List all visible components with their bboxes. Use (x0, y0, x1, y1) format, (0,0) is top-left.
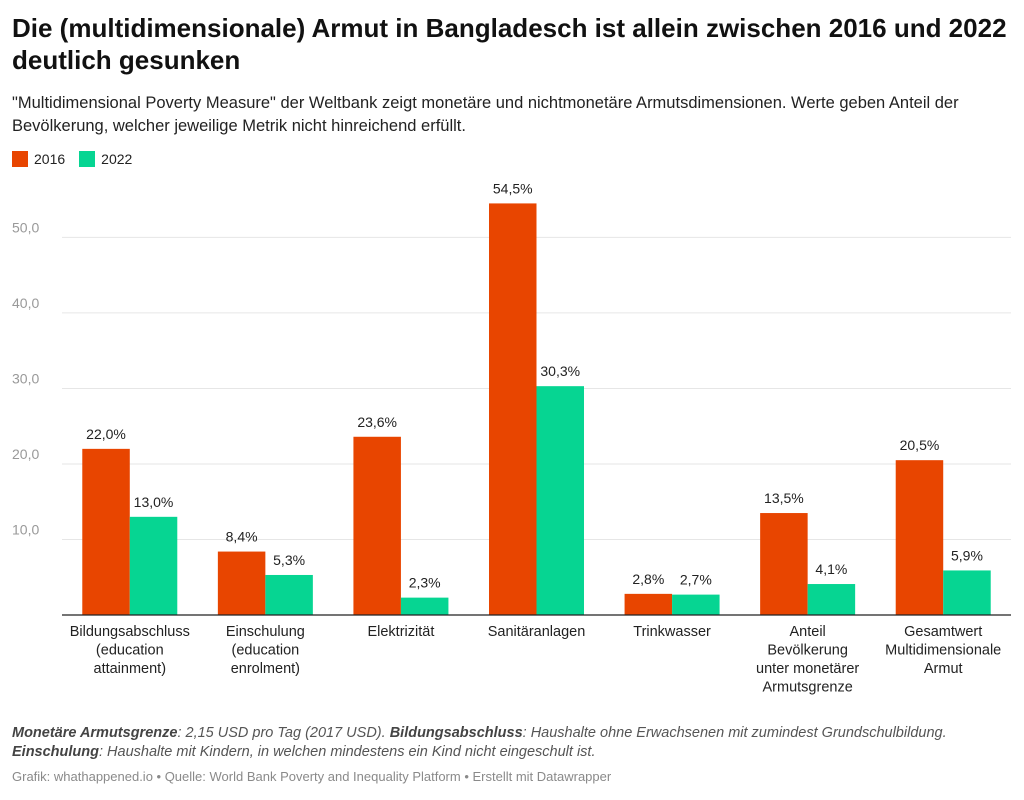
data-labels-layer: 22,0% 13,0% 8,4% 5,3% 23,6% 2,3% 54,5% 30,3% 2,8… (86, 180, 983, 590)
bar-2016 (217, 551, 266, 615)
x-tick-label-line: Armut (924, 661, 963, 677)
footnote-term: Bildungsabschluss (389, 725, 523, 741)
x-tick-label-line: Multidimensionale (885, 643, 1001, 659)
legend-swatch-2016 (12, 151, 28, 167)
footnote-text: : 2,15 USD pro Tag (2017 USD). (177, 725, 390, 741)
bar-chart: 10,020,030,040,050,0 22,0%13,0%8,4%5,3%2… (12, 180, 1011, 696)
bar-2022 (943, 570, 991, 615)
data-label-2022: 30,3% (540, 363, 580, 379)
x-tick-label: Anteil Bevölkerung unter monetärer Armutsgr… (756, 624, 859, 696)
chart-subtitle: "Multidimensional Poverty Measure" der W… (12, 94, 959, 135)
data-label-2022: 4,1% (815, 561, 847, 577)
x-tick-label-line: Bildungsabschluss (70, 624, 190, 640)
x-tick-label-line: Einschulung (226, 624, 305, 640)
footnote-term: Einschulung (12, 744, 99, 760)
y-tick-label: 30,0 (12, 370, 39, 386)
data-label-2016: 23,6% (357, 414, 397, 430)
x-tick-label: Einschulung (education enrolment) (226, 624, 305, 677)
x-axis: Bildungsabschluss (education attainment) Ei… (62, 614, 1011, 696)
x-tick-label-line: (education (96, 643, 164, 659)
data-label-2016: 54,5% (493, 180, 533, 196)
x-tick-label: Trinkwasser (633, 624, 711, 640)
x-tick-label: Gesamtwert Multidimensionale Armut (885, 624, 1001, 677)
x-tick-label-line: enrolment) (231, 661, 300, 677)
chart-title: Die (multidimensionale) Armut in Banglad… (12, 13, 1007, 75)
bar-2016 (624, 593, 673, 615)
bar-2016 (82, 448, 130, 615)
bar-2022 (536, 386, 584, 615)
bar-2022 (265, 574, 313, 615)
data-label-2016: 22,0% (86, 426, 126, 442)
bar-2016 (353, 436, 401, 615)
source-credit: Grafik: whathappened.io • Quelle: World … (12, 769, 612, 784)
y-tick-label: 20,0 (12, 446, 39, 462)
data-label-2016: 8,4% (226, 529, 258, 545)
footnote-term: Monetäre Armutsgrenze (12, 725, 178, 741)
legend-label-2022: 2022 (101, 151, 133, 167)
x-tick-label-line: unter monetärer (756, 661, 859, 677)
x-tick-label-line: Gesamtwert (904, 624, 982, 640)
bar-2022 (400, 597, 449, 615)
data-label-2016: 13,5% (764, 490, 804, 506)
data-label-2022: 2,7% (680, 572, 712, 588)
data-label-2022: 2,3% (409, 575, 441, 591)
x-tick-label-line: Sanitäranlagen (488, 624, 586, 640)
footnote-text: : Haushalte mit Kindern, in welchen mind… (99, 744, 596, 760)
bar-2016 (760, 513, 808, 615)
x-tick-label-line: Anteil (790, 624, 826, 640)
x-tick-label-line: (education (231, 643, 299, 659)
x-tick-label-line: Elektrizität (367, 624, 434, 640)
legend-item-2022: 2022 (79, 151, 132, 167)
legend: 2016 2022 (12, 149, 146, 169)
data-label-2022: 5,3% (273, 552, 305, 568)
legend-swatch-2022 (79, 151, 96, 167)
legend-item-2016: 2016 (12, 151, 65, 167)
x-tick-label: Elektrizität (367, 624, 434, 640)
footnote-text: : Haushalte ohne Erwachsenen mit zuminde… (522, 725, 947, 741)
y-tick-label: 40,0 (12, 295, 39, 311)
x-tick-label-line: Trinkwasser (633, 624, 711, 640)
bars-layer (82, 203, 991, 616)
y-tick-label: 50,0 (12, 219, 39, 235)
footnotes: Monetäre Armutsgrenze: 2,15 USD pro Tag … (12, 724, 1012, 762)
data-label-2016: 20,5% (900, 437, 940, 453)
data-label-2022: 5,9% (951, 547, 983, 563)
bar-2016 (489, 203, 537, 616)
bar-2022 (129, 516, 178, 615)
y-tick-label: 10,0 (12, 521, 39, 537)
bar-2022 (672, 594, 720, 615)
bar-2016 (895, 460, 944, 615)
x-tick-label-line: Armutsgrenze (763, 680, 853, 696)
x-tick-label: Bildungsabschluss (education attainment) (70, 624, 190, 677)
bar-2022 (807, 584, 856, 615)
data-label-2022: 13,0% (134, 494, 174, 510)
data-label-2016: 2,8% (632, 571, 664, 587)
x-tick-label: Sanitäranlagen (488, 624, 586, 640)
legend-label-2016: 2016 (34, 151, 66, 167)
x-tick-label-line: Bevölkerung (767, 643, 848, 659)
x-tick-label-line: attainment) (94, 661, 167, 677)
